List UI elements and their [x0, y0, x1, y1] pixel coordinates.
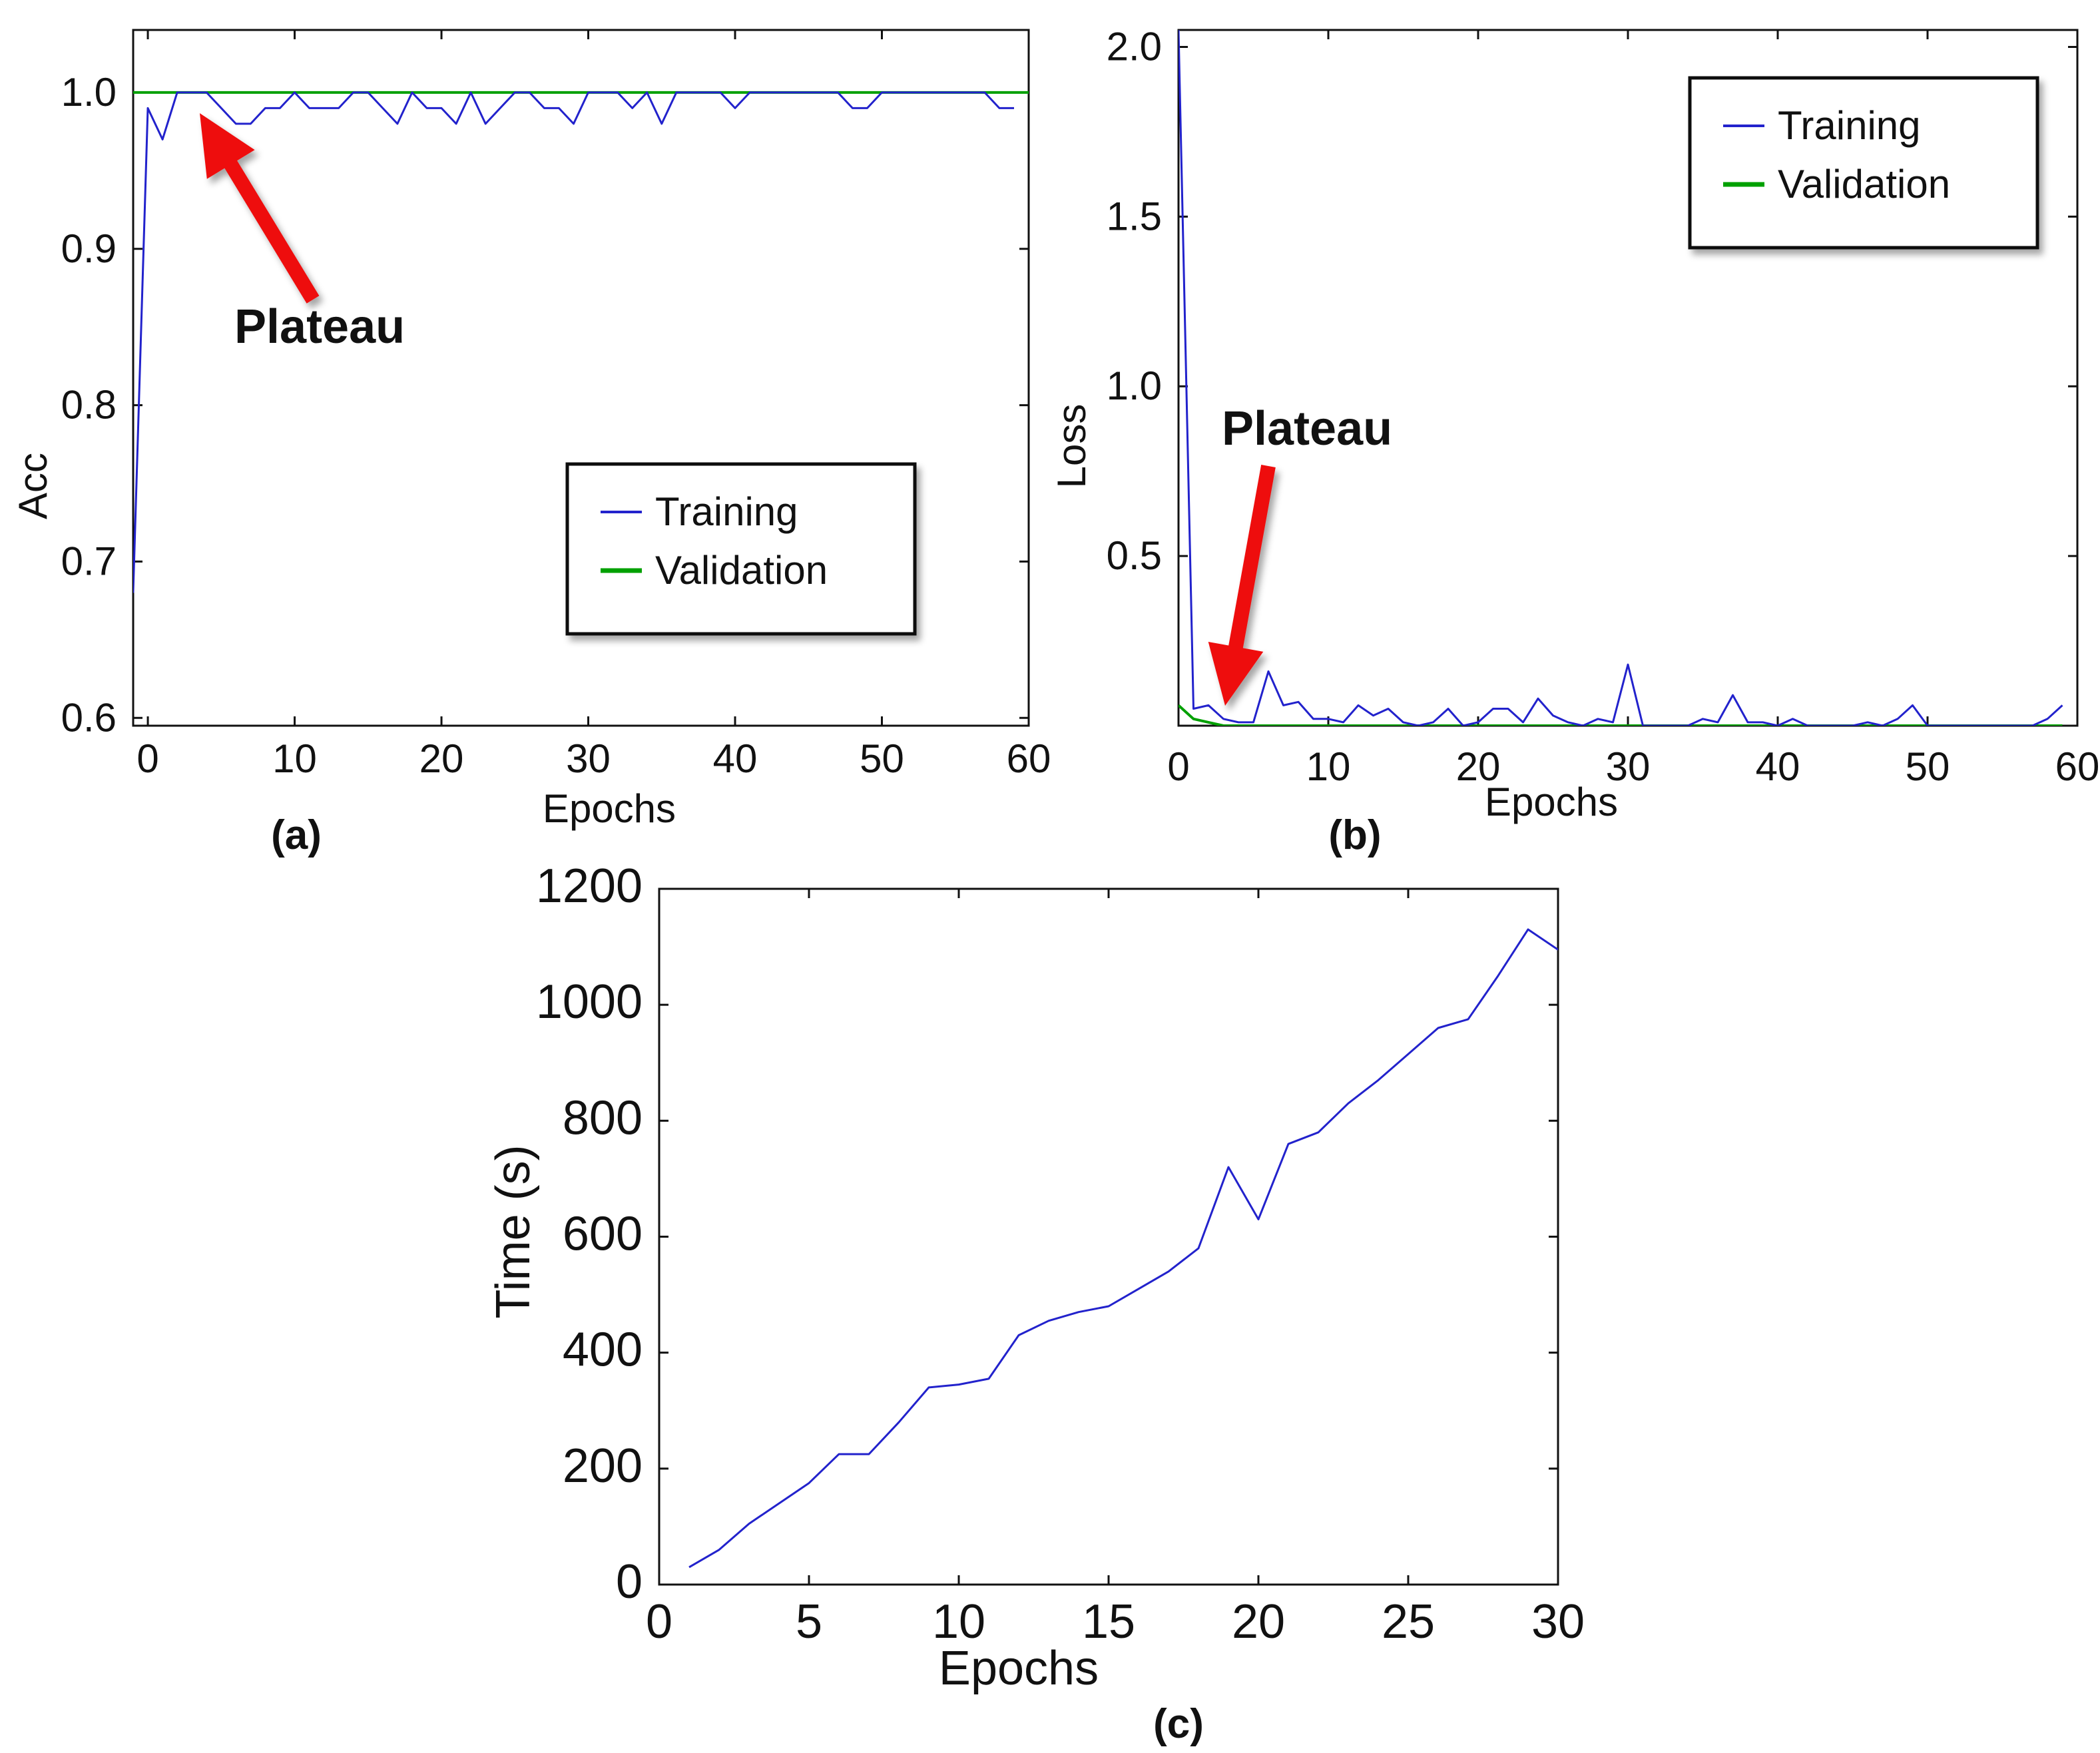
- legend-label-training-b: Training: [1778, 103, 1921, 148]
- y-tick-label-b: 1.5: [1107, 194, 1162, 238]
- x-tick-label-a: 30: [566, 736, 611, 781]
- y-tick-label-b: 1.0: [1107, 364, 1162, 408]
- series-line-training-a: [133, 91, 1014, 593]
- x-tick-label-c: 0: [646, 1595, 672, 1648]
- x-tick-label-a: 20: [419, 736, 464, 781]
- x-tick-label-c: 30: [1531, 1595, 1585, 1648]
- x-tick-label-b: 20: [1456, 744, 1501, 789]
- x-tick-label-a: 0: [136, 736, 158, 781]
- legend-box-b: [1688, 76, 2039, 250]
- series-group-b: [1179, 29, 2063, 726]
- plateau-arrow-b: [1208, 465, 1276, 706]
- y-tick-label-c: 1000: [536, 975, 643, 1029]
- x-axis-title-c: Epochs: [939, 1642, 1099, 1695]
- x-tick-label-b: 30: [1606, 744, 1651, 789]
- plateau-label-b: Plateau: [1222, 402, 1392, 455]
- chart-c-time: 0 5 10 15 20 25 30 0 200 400 600 800 1000 1200 Epochs T…: [487, 860, 1585, 1747]
- x-tick-label-c: 20: [1232, 1595, 1285, 1648]
- y-tick-label-c: 400: [563, 1324, 643, 1377]
- y-axis-title-a: Acc: [11, 453, 55, 519]
- series-line-training-b: [1179, 29, 2063, 726]
- legend-label-validation-a: Validation: [655, 548, 828, 593]
- x-axis-title-a: Epochs: [543, 786, 676, 831]
- x-tick-label-b: 60: [2055, 744, 2100, 789]
- legend-label-validation-b: Validation: [1778, 162, 1950, 206]
- x-tick-label-a: 60: [1007, 736, 1051, 781]
- y-tick-label-c: 800: [563, 1091, 643, 1144]
- series-group-a: [133, 91, 1029, 593]
- x-tick-label-b: 0: [1167, 744, 1189, 789]
- x-tick-label-b: 40: [1756, 744, 1800, 789]
- chart-b-loss: 0 10 20 30 40 50 60 0.5 1.0 1.5 2.0 Epochs Loss (b) Tr…: [1049, 24, 2099, 858]
- panel-label-a: (a): [271, 812, 322, 858]
- series-line-validation-b: [1179, 704, 2063, 726]
- x-tick-label-c: 15: [1082, 1595, 1135, 1648]
- y-tick-label-b: 0.5: [1107, 533, 1162, 578]
- y-tick-label-c: 600: [563, 1208, 643, 1261]
- plateau-arrow-a: [200, 113, 320, 304]
- y-axis-title-c: Time (s): [487, 1144, 540, 1318]
- plateau-label-a: Plateau: [234, 300, 405, 354]
- plot-frame-a: [132, 29, 1030, 727]
- chart-a-accuracy: 0 10 20 30 40 50 60 0.6 0.7 0.8 0.9 1.0 Epochs Acc (a)…: [11, 29, 1051, 858]
- y-axis-title-b: Loss: [1049, 404, 1094, 489]
- y-tick-label-a: 0.9: [61, 226, 117, 271]
- legend-label-training-a: Training: [655, 489, 798, 534]
- y-tick-label-a: 0.7: [61, 539, 117, 583]
- series-line-time-c: [688, 928, 1558, 1569]
- x-tick-label-c: 10: [932, 1595, 985, 1648]
- series-group-c: [688, 928, 1558, 1569]
- plot-frame-c: [658, 887, 1559, 1586]
- x-tick-label-a: 50: [860, 736, 904, 781]
- x-tick-label-a: 10: [272, 736, 317, 781]
- x-tick-label-c: 25: [1382, 1595, 1435, 1648]
- y-tick-label-a: 1.0: [61, 70, 117, 115]
- x-axis-title-b: Epochs: [1485, 780, 1618, 824]
- y-tick-label-c: 200: [563, 1439, 643, 1493]
- x-tick-label-b: 10: [1306, 744, 1351, 789]
- legend-b: Training Validation: [1688, 76, 2039, 250]
- panel-label-b: (b): [1328, 812, 1381, 858]
- y-tick-label-c: 1200: [536, 860, 643, 913]
- x-tick-label-b: 50: [1906, 744, 1950, 789]
- y-tick-label-a: 0.6: [61, 695, 117, 740]
- y-tick-label-c: 0: [616, 1555, 643, 1609]
- legend-a: Training Validation: [565, 462, 917, 636]
- panel-label-c: (c): [1153, 1701, 1204, 1747]
- x-tick-label-a: 40: [713, 736, 758, 781]
- y-tick-label-b: 2.0: [1107, 24, 1162, 69]
- x-tick-label-c: 5: [796, 1595, 822, 1648]
- y-tick-label-a: 0.8: [61, 383, 117, 427]
- legend-box-a: [565, 462, 917, 636]
